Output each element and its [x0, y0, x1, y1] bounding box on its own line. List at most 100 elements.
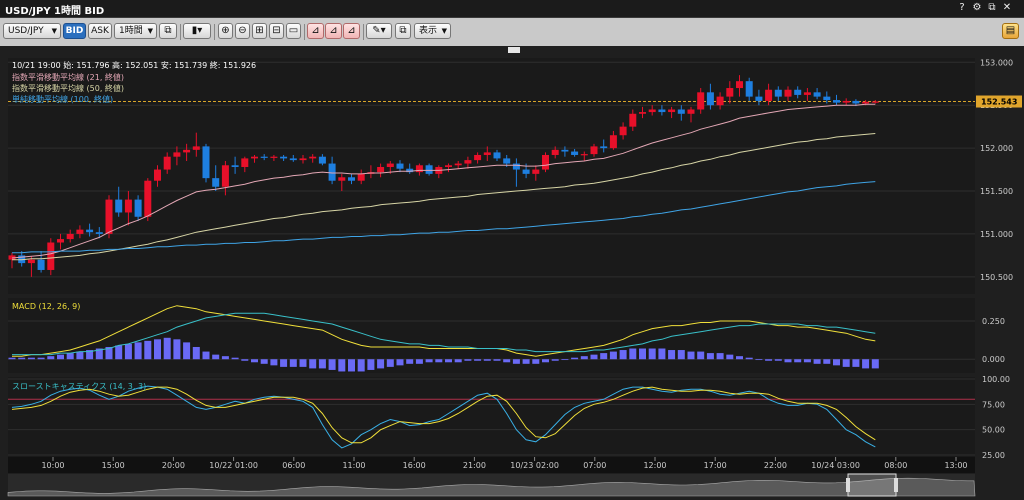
navigator-window [847, 473, 897, 497]
macd-histogram-bar [192, 346, 200, 360]
time-tick-label: 06:00 [282, 461, 305, 470]
macd-histogram-bar [299, 359, 307, 367]
split-button[interactable]: ⊟ [269, 23, 284, 39]
candle-body [231, 165, 239, 167]
macd-histogram-bar [687, 351, 695, 360]
candle-body [561, 149, 569, 152]
macd-histogram-bar [774, 359, 782, 361]
gear-icon[interactable]: ⚙ [972, 2, 982, 13]
ask-button[interactable]: ASK [88, 23, 112, 39]
chart-type-button[interactable]: ▮▾ [183, 23, 211, 39]
macd-histogram-bar [522, 359, 530, 364]
candle-body [609, 135, 617, 149]
candle-body [590, 146, 598, 155]
candle-body [289, 158, 297, 161]
legend-ema21: 指数平滑移動平均線 (21, 終値) [12, 72, 124, 82]
time-tick-label: 16:00 [403, 461, 426, 470]
stoch-tick-label: 75.00 [982, 400, 1005, 409]
candle-body [144, 180, 152, 217]
chevron-down-icon: ▼ [441, 27, 447, 35]
window-icon: ▭ [288, 25, 299, 36]
candle-body [493, 152, 501, 159]
macd-histogram-bar [280, 359, 288, 367]
link-button[interactable]: ⧉ [159, 23, 177, 39]
copy-button[interactable]: ⧉ [395, 23, 411, 39]
legend-sma100: 単純移動平均線 (100, 終値) [12, 94, 113, 104]
macd-histogram-bar [144, 340, 152, 360]
candle-body [736, 81, 743, 89]
macd-histogram-bar [532, 359, 540, 364]
candle-body [338, 177, 346, 181]
macd-histogram-bar [454, 359, 462, 363]
price-tick-label: 152.000 [980, 144, 1013, 153]
collapse-handle[interactable] [508, 47, 520, 53]
macd-histogram-bar [639, 348, 646, 360]
fit-button[interactable]: ⊞ [252, 23, 267, 39]
candle-body [163, 156, 171, 170]
close-icon[interactable]: ✕ [1002, 2, 1012, 13]
time-tick-label: 07:00 [583, 461, 606, 470]
macd-histogram-bar [95, 348, 103, 360]
candle-body [600, 146, 608, 149]
candle-body [852, 100, 860, 104]
window-button[interactable]: ▭ [286, 23, 301, 39]
candle-body [629, 113, 637, 127]
macd-histogram-bar [377, 359, 385, 369]
ema21-line [11, 103, 876, 259]
popout-icon[interactable]: ⧉ [988, 2, 996, 13]
macd-histogram-bar [706, 353, 714, 360]
ohlc-info: 10/21 19:00 始: 151.796 高: 152.051 安: 151… [12, 60, 256, 70]
macd-histogram-bar [542, 359, 549, 363]
order-button[interactable]: ▤ [1002, 23, 1019, 39]
draw-tool-button[interactable]: ✎▾ [366, 23, 392, 39]
candle-body [270, 156, 278, 158]
candle-body [571, 151, 579, 155]
candle-body [105, 199, 113, 234]
zoom-in-button[interactable]: ⊕ [218, 23, 233, 39]
macd-histogram-bar [580, 356, 588, 360]
legend-macd: MACD (12, 26, 9) [12, 302, 80, 311]
navigator-handle-left [846, 478, 850, 492]
macd-histogram-bar [503, 359, 511, 363]
window-title: USD/JPY 1時間 BID [5, 6, 105, 17]
indicator-edit-icon: ⊿ [329, 25, 338, 36]
candle-body [348, 177, 355, 181]
macd-histogram-bar [629, 348, 637, 360]
candle-body [396, 163, 404, 169]
time-tick-label: 10/23 02:00 [510, 461, 559, 470]
candle-body [464, 160, 472, 164]
interval-select[interactable]: 1時間 ▼ [114, 23, 157, 39]
price-tick-label: 153.000 [980, 58, 1013, 67]
navigator-area [7, 477, 976, 497]
view-menu[interactable]: 表示 ▼ [414, 23, 451, 39]
chart-area[interactable]: 153.000152.500152.000151.500151.000150.5… [0, 46, 1024, 500]
time-tick-label: 10/22 01:00 [209, 461, 258, 470]
bid-button[interactable]: BID [63, 23, 86, 39]
symbol-select[interactable]: USD/JPY ▼ [3, 23, 61, 39]
macd-histogram-bar [726, 354, 734, 360]
pencil-icon: ✎▾ [372, 25, 386, 36]
candle-body [202, 146, 210, 179]
order-icon: ▤ [1005, 25, 1016, 36]
help-icon[interactable]: ? [959, 2, 965, 13]
macd-histogram-bar [716, 353, 724, 360]
candle-body [221, 165, 229, 187]
candle-body [639, 112, 646, 114]
edit-indicator-button[interactable]: ⊿ [325, 23, 342, 39]
zoom-out-button[interactable]: ⊖ [235, 23, 250, 39]
macd-histogram-bar [231, 357, 239, 360]
macd-histogram-bar [8, 357, 16, 360]
remove-indicator-button[interactable]: ⊿ [343, 23, 360, 39]
candle-body [124, 199, 132, 213]
chevron-down-icon: ▼ [147, 27, 153, 35]
candle-body [76, 229, 84, 234]
candle-body [784, 89, 792, 97]
divider [363, 24, 364, 40]
macd-histogram-bar [202, 351, 210, 360]
macd-histogram-bar [115, 345, 123, 360]
macd-histogram-bar [745, 357, 753, 360]
indicator-remove-icon: ⊿ [347, 25, 356, 36]
candle-body [66, 233, 74, 240]
add-indicator-button[interactable]: ⊿ [307, 23, 324, 39]
macd-histogram-bar [445, 359, 452, 363]
